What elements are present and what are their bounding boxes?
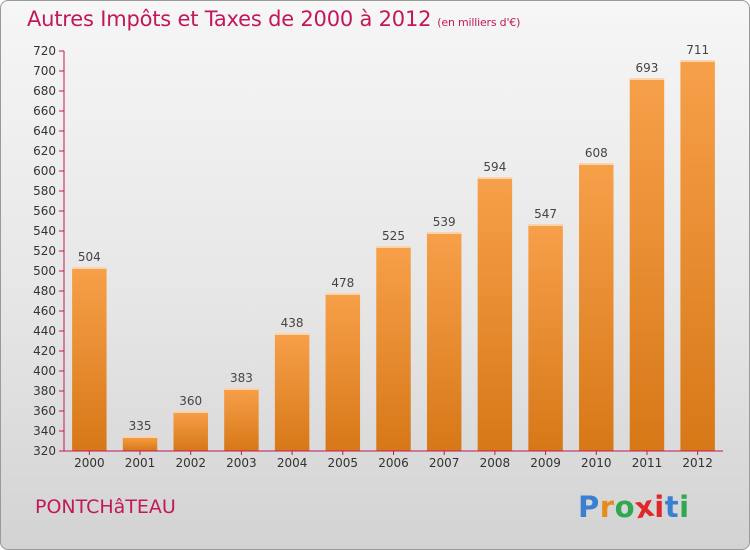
- bar-highlight-2012: [680, 60, 715, 62]
- value-label-2000: 504: [78, 250, 101, 264]
- y-tick-label-400: 400: [33, 364, 56, 378]
- y-tick-label-600: 600: [33, 164, 56, 178]
- y-tick-label-340: 340: [33, 424, 56, 438]
- chart-title: Autres Impôts et Taxes de 2000 à 2012 (en…: [27, 7, 520, 31]
- bar-highlight-2004: [274, 333, 310, 335]
- value-label-2001: 335: [129, 419, 152, 433]
- y-tick-label-620: 620: [33, 144, 56, 158]
- value-label-2011: 693: [636, 61, 659, 75]
- bar-2010: [579, 163, 614, 451]
- value-label-2002: 360: [179, 394, 202, 408]
- logo-letter-0: P: [578, 490, 600, 524]
- value-label-2007: 539: [433, 215, 456, 229]
- x-tick-label-2012: 2012: [682, 456, 713, 470]
- value-label-2005: 478: [331, 276, 354, 290]
- y-tick-label-580: 580: [33, 184, 56, 198]
- bar-2008: [477, 177, 513, 451]
- y-tick-label-660: 660: [33, 104, 56, 118]
- bar-highlight-2008: [477, 177, 513, 179]
- logo-letter-6: i: [679, 490, 690, 524]
- x-tick-label-2001: 2001: [125, 456, 156, 470]
- x-tick-label-2002: 2002: [175, 456, 206, 470]
- bar-2003: [224, 388, 259, 451]
- x-tick-label-2007: 2007: [429, 456, 460, 470]
- y-tick-label-440: 440: [33, 324, 56, 338]
- bar-highlight-2002: [173, 411, 208, 413]
- value-label-2003: 383: [230, 371, 253, 385]
- x-tick-label-2005: 2005: [328, 456, 359, 470]
- x-tick-label-2009: 2009: [530, 456, 561, 470]
- bar-2002: [173, 411, 208, 451]
- y-tick-label-480: 480: [33, 284, 56, 298]
- y-tick-label-520: 520: [33, 244, 56, 258]
- y-tick-label-720: 720: [33, 44, 56, 58]
- value-label-2006: 525: [382, 229, 405, 243]
- logo-letter-1: r: [599, 490, 615, 524]
- bar-2011: [629, 78, 665, 451]
- bars-layer: 504 335 360 383 438 478 525 539 594 547 608 693 711: [72, 43, 715, 451]
- bar-2005: [325, 293, 361, 451]
- bar-highlight-2005: [325, 293, 361, 295]
- city-name: PONTCHâTEAU: [35, 496, 176, 518]
- value-label-2008: 594: [483, 160, 506, 174]
- bar-2009: [528, 224, 563, 451]
- bar-2007: [426, 232, 462, 451]
- logo-letter-4: i: [654, 490, 665, 524]
- bar-highlight-2009: [528, 224, 563, 226]
- y-tick-label-560: 560: [33, 204, 56, 218]
- x-tick-label-2000: 2000: [74, 456, 105, 470]
- value-label-2012: 711: [686, 43, 709, 57]
- logo-letter-5: t: [664, 490, 680, 524]
- x-tick-label-2006: 2006: [378, 456, 409, 470]
- y-tick-label-460: 460: [33, 304, 56, 318]
- bar-highlight-2000: [72, 267, 107, 269]
- bar-highlight-2010: [579, 163, 614, 165]
- axes-layer: 2000 2001 2002 2003 2004 2005 2006 2007 2008 2009…: [33, 44, 723, 470]
- bar-2001: [122, 436, 158, 451]
- y-tick-label-680: 680: [33, 84, 56, 98]
- y-tick-label-420: 420: [33, 344, 56, 358]
- logo-letter-2: o: [614, 490, 636, 524]
- value-label-2009: 547: [534, 207, 557, 221]
- x-tick-label-2003: 2003: [226, 456, 257, 470]
- y-tick-label-640: 640: [33, 124, 56, 138]
- x-tick-label-2008: 2008: [480, 456, 511, 470]
- y-tick-label-500: 500: [33, 264, 56, 278]
- bar-2004: [274, 333, 310, 451]
- title-text: Autres Impôts et Taxes de 2000 à 2012: [27, 7, 432, 31]
- x-tick-label-2010: 2010: [581, 456, 612, 470]
- value-label-2004: 438: [281, 316, 304, 330]
- bar-2006: [376, 246, 411, 451]
- bar-highlight-2001: [122, 436, 158, 438]
- bar-2012: [680, 60, 715, 451]
- y-tick-label-320: 320: [33, 444, 56, 458]
- bar-2000: [72, 267, 107, 451]
- title-unit: (en milliers d'€): [437, 16, 521, 29]
- y-tick-label-540: 540: [33, 224, 56, 238]
- proxiti-logo: Proxiti: [578, 489, 690, 526]
- bar-highlight-2011: [629, 78, 665, 80]
- x-tick-label-2011: 2011: [632, 456, 663, 470]
- y-tick-label-360: 360: [33, 404, 56, 418]
- value-label-2010: 608: [585, 146, 608, 160]
- y-tick-label-700: 700: [33, 64, 56, 78]
- bar-highlight-2003: [224, 388, 259, 390]
- x-tick-label-2004: 2004: [277, 456, 308, 470]
- y-tick-label-380: 380: [33, 384, 56, 398]
- bar-highlight-2007: [426, 232, 462, 234]
- bar-highlight-2006: [376, 246, 411, 248]
